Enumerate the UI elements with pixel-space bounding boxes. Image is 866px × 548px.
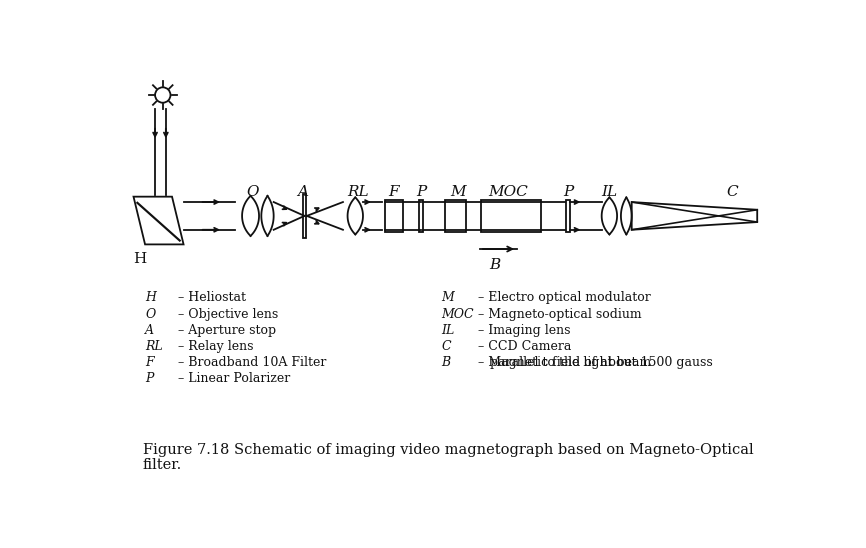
- Text: C: C: [442, 340, 451, 353]
- Text: P: P: [145, 372, 153, 385]
- Text: O: O: [145, 307, 155, 321]
- Polygon shape: [133, 197, 184, 244]
- Text: P: P: [416, 185, 426, 199]
- Bar: [302, 193, 307, 238]
- Text: – Relay lens: – Relay lens: [178, 340, 254, 353]
- Text: H: H: [145, 292, 156, 304]
- Text: M: M: [450, 185, 466, 199]
- Text: IL: IL: [602, 185, 617, 199]
- Text: RL: RL: [145, 340, 163, 353]
- Bar: [419, 199, 423, 232]
- Text: O: O: [247, 185, 259, 199]
- Text: A: A: [298, 185, 308, 199]
- Text: – Electro optical modulator: – Electro optical modulator: [479, 292, 651, 304]
- Text: M: M: [442, 292, 455, 304]
- Text: MOC: MOC: [442, 307, 475, 321]
- Text: F: F: [388, 185, 399, 199]
- Text: – Broadband 10A Filter: – Broadband 10A Filter: [178, 356, 326, 369]
- Text: filter.: filter.: [143, 459, 182, 472]
- Polygon shape: [631, 202, 757, 230]
- Text: – Heliostat: – Heliostat: [178, 292, 246, 304]
- Text: IL: IL: [442, 324, 455, 336]
- Text: C: C: [727, 185, 738, 199]
- Text: A: A: [145, 324, 154, 336]
- Text: – Aperture stop: – Aperture stop: [178, 324, 276, 336]
- Text: – Linear Polarizer: – Linear Polarizer: [178, 372, 290, 385]
- Text: P: P: [563, 185, 573, 199]
- Text: – Objective lens: – Objective lens: [178, 307, 279, 321]
- Text: parallel to the light beam: parallel to the light beam: [479, 356, 652, 369]
- Bar: [385, 199, 403, 232]
- Bar: [444, 199, 466, 232]
- Text: – Imaging lens: – Imaging lens: [479, 324, 571, 336]
- Text: B̅: B̅: [442, 356, 450, 369]
- Bar: [565, 199, 570, 232]
- Text: RL: RL: [347, 185, 369, 199]
- Text: – Magnetic field of about 1500 gauss: – Magnetic field of about 1500 gauss: [479, 356, 714, 369]
- Text: F: F: [145, 356, 153, 369]
- Text: – Magneto-optical sodium: – Magneto-optical sodium: [479, 307, 642, 321]
- Text: B: B: [489, 258, 501, 272]
- Text: – CCD Camera: – CCD Camera: [479, 340, 572, 353]
- Bar: [481, 199, 541, 232]
- Text: MOC: MOC: [488, 185, 528, 199]
- Text: H: H: [133, 252, 146, 266]
- Text: Figure 7.18 Schematic of imaging video magnetograph based on Magneto-Optical: Figure 7.18 Schematic of imaging video m…: [143, 443, 753, 457]
